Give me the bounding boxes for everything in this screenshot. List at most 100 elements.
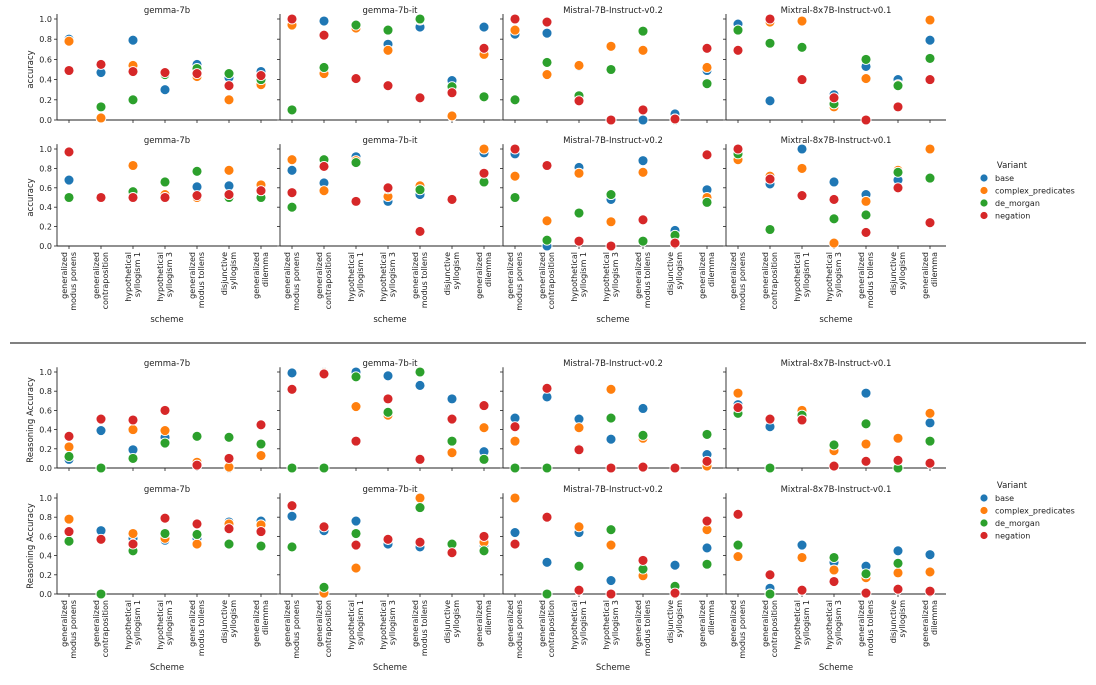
x-tick-label-line: generalized xyxy=(475,252,484,299)
data-point-complex_predicates xyxy=(191,538,203,550)
x-axis-label: Scheme xyxy=(819,663,853,673)
data-point-de_morgan xyxy=(828,552,840,563)
data-point-complex_predicates xyxy=(255,450,267,461)
data-point-negation xyxy=(223,452,235,464)
x-tick-label-line: disjunctive xyxy=(666,252,675,295)
data-point-complex_predicates xyxy=(350,562,362,574)
data-point-base xyxy=(382,370,394,382)
subplot: gemma-7b-it xyxy=(277,6,500,123)
data-point-negation xyxy=(382,393,394,405)
x-tick-label-line: syllogism xyxy=(452,600,461,638)
legend-label: negation xyxy=(995,532,1030,541)
data-point-complex_predicates xyxy=(223,164,235,176)
data-point-de_morgan xyxy=(573,560,585,572)
data-point-de_morgan xyxy=(63,192,75,203)
x-tick-label: hypotheticalsyllogism 1 xyxy=(570,600,588,650)
data-point-base xyxy=(286,367,298,379)
x-tick-label: generalizedcontraposition xyxy=(538,252,556,309)
data-point-de_morgan xyxy=(860,53,872,65)
data-point-negation xyxy=(573,444,585,456)
x-tick-label: generalizedmodus tollens xyxy=(857,600,875,656)
data-point-base xyxy=(350,515,362,527)
data-point-negation xyxy=(764,173,776,185)
x-tick-label-line: hypothetical xyxy=(124,252,133,302)
x-tick-label-line: disjunctive xyxy=(220,252,229,295)
data-point-negation xyxy=(255,526,267,538)
data-point-negation xyxy=(350,73,362,85)
data-point-de_morgan xyxy=(159,528,171,539)
x-tick-label-line: syllogism 3 xyxy=(834,252,843,297)
x-tick-label: generalizedmodus ponens xyxy=(283,252,301,311)
x-tick-label-line: dilemma xyxy=(707,600,716,635)
x-tick-label-line: syllogism 1 xyxy=(133,252,142,297)
x-tick-label: generalizedmodus ponens xyxy=(506,600,524,659)
x-tick-label: generalizedmodus ponens xyxy=(283,600,301,659)
data-point-negation xyxy=(605,588,617,600)
data-point-complex_predicates xyxy=(509,492,521,504)
legend-title: Variant xyxy=(997,161,1028,171)
y-tick-label: 0.2 xyxy=(39,223,52,232)
x-tick-label-line: modus ponens xyxy=(69,252,78,311)
subplot: gemma-7b-it xyxy=(277,359,500,474)
data-point-complex_predicates xyxy=(732,551,744,563)
x-tick-label: hypotheticalsyllogism 3 xyxy=(156,600,174,650)
data-point-negation xyxy=(828,193,840,205)
data-point-base xyxy=(924,34,936,46)
data-point-complex_predicates xyxy=(127,160,139,171)
data-point-de_morgan xyxy=(63,535,75,547)
data-point-complex_predicates xyxy=(446,447,458,459)
x-tick-label-line: syllogism xyxy=(675,252,684,290)
data-point-negation xyxy=(701,42,713,54)
data-point-negation xyxy=(732,44,744,56)
x-axis-label: Scheme xyxy=(596,663,630,673)
legend-label: complex_predicates xyxy=(995,507,1075,516)
data-point-negation xyxy=(382,533,394,545)
data-point-de_morgan xyxy=(892,557,904,569)
data-point-negation xyxy=(924,457,936,469)
data-point-base xyxy=(637,155,649,167)
y-tick-label: 1.0 xyxy=(39,494,52,503)
data-point-negation xyxy=(796,584,808,596)
x-tick-label-line: hypothetical xyxy=(156,252,165,302)
data-point-de_morgan xyxy=(127,452,139,464)
legend-marker-de_morgan xyxy=(979,198,989,208)
data-point-negation xyxy=(637,554,649,566)
x-tick-label-line: dilemma xyxy=(707,252,716,287)
legend-label: negation xyxy=(995,212,1030,221)
y-tick-label: 0.8 xyxy=(39,164,52,173)
data-point-base xyxy=(478,21,490,33)
data-point-negation xyxy=(924,585,936,597)
data-point-negation xyxy=(573,584,585,596)
y-tick-label: 1.0 xyxy=(39,368,52,377)
x-tick-label-line: generalized xyxy=(761,600,770,647)
y-tick-label: 0.8 xyxy=(39,35,52,44)
data-point-negation xyxy=(892,583,904,595)
data-point-negation xyxy=(95,533,107,545)
y-tick-label: 0.6 xyxy=(39,406,52,415)
y-tick-label: 0.4 xyxy=(39,76,52,85)
data-point-de_morgan xyxy=(541,588,553,600)
data-point-complex_predicates xyxy=(127,424,139,436)
data-point-base xyxy=(796,143,808,155)
x-tick-label-line: dilemma xyxy=(930,252,939,287)
data-point-negation xyxy=(255,185,267,197)
data-point-complex_predicates xyxy=(63,513,75,525)
subplot-title: gemma-7b-it xyxy=(362,485,418,495)
subplot: Mistral-7B-Instruct-v0.2 xyxy=(500,359,723,474)
data-point-complex_predicates xyxy=(95,112,107,124)
data-point-base xyxy=(318,15,330,27)
data-point-complex_predicates xyxy=(63,35,75,47)
x-axis-label: scheme xyxy=(150,315,183,325)
data-point-base xyxy=(541,556,553,568)
data-point-complex_predicates xyxy=(318,185,330,197)
data-point-negation xyxy=(732,402,744,413)
y-axis-label: accuracy xyxy=(26,178,36,216)
data-point-complex_predicates xyxy=(509,435,521,447)
data-point-de_morgan xyxy=(637,235,649,247)
data-point-de_morgan xyxy=(478,545,490,557)
x-tick-label: generalizedmodus tollens xyxy=(188,252,206,308)
data-point-complex_predicates xyxy=(382,44,394,56)
data-point-de_morgan xyxy=(541,234,553,246)
x-tick-label-line: generalized xyxy=(538,600,547,647)
